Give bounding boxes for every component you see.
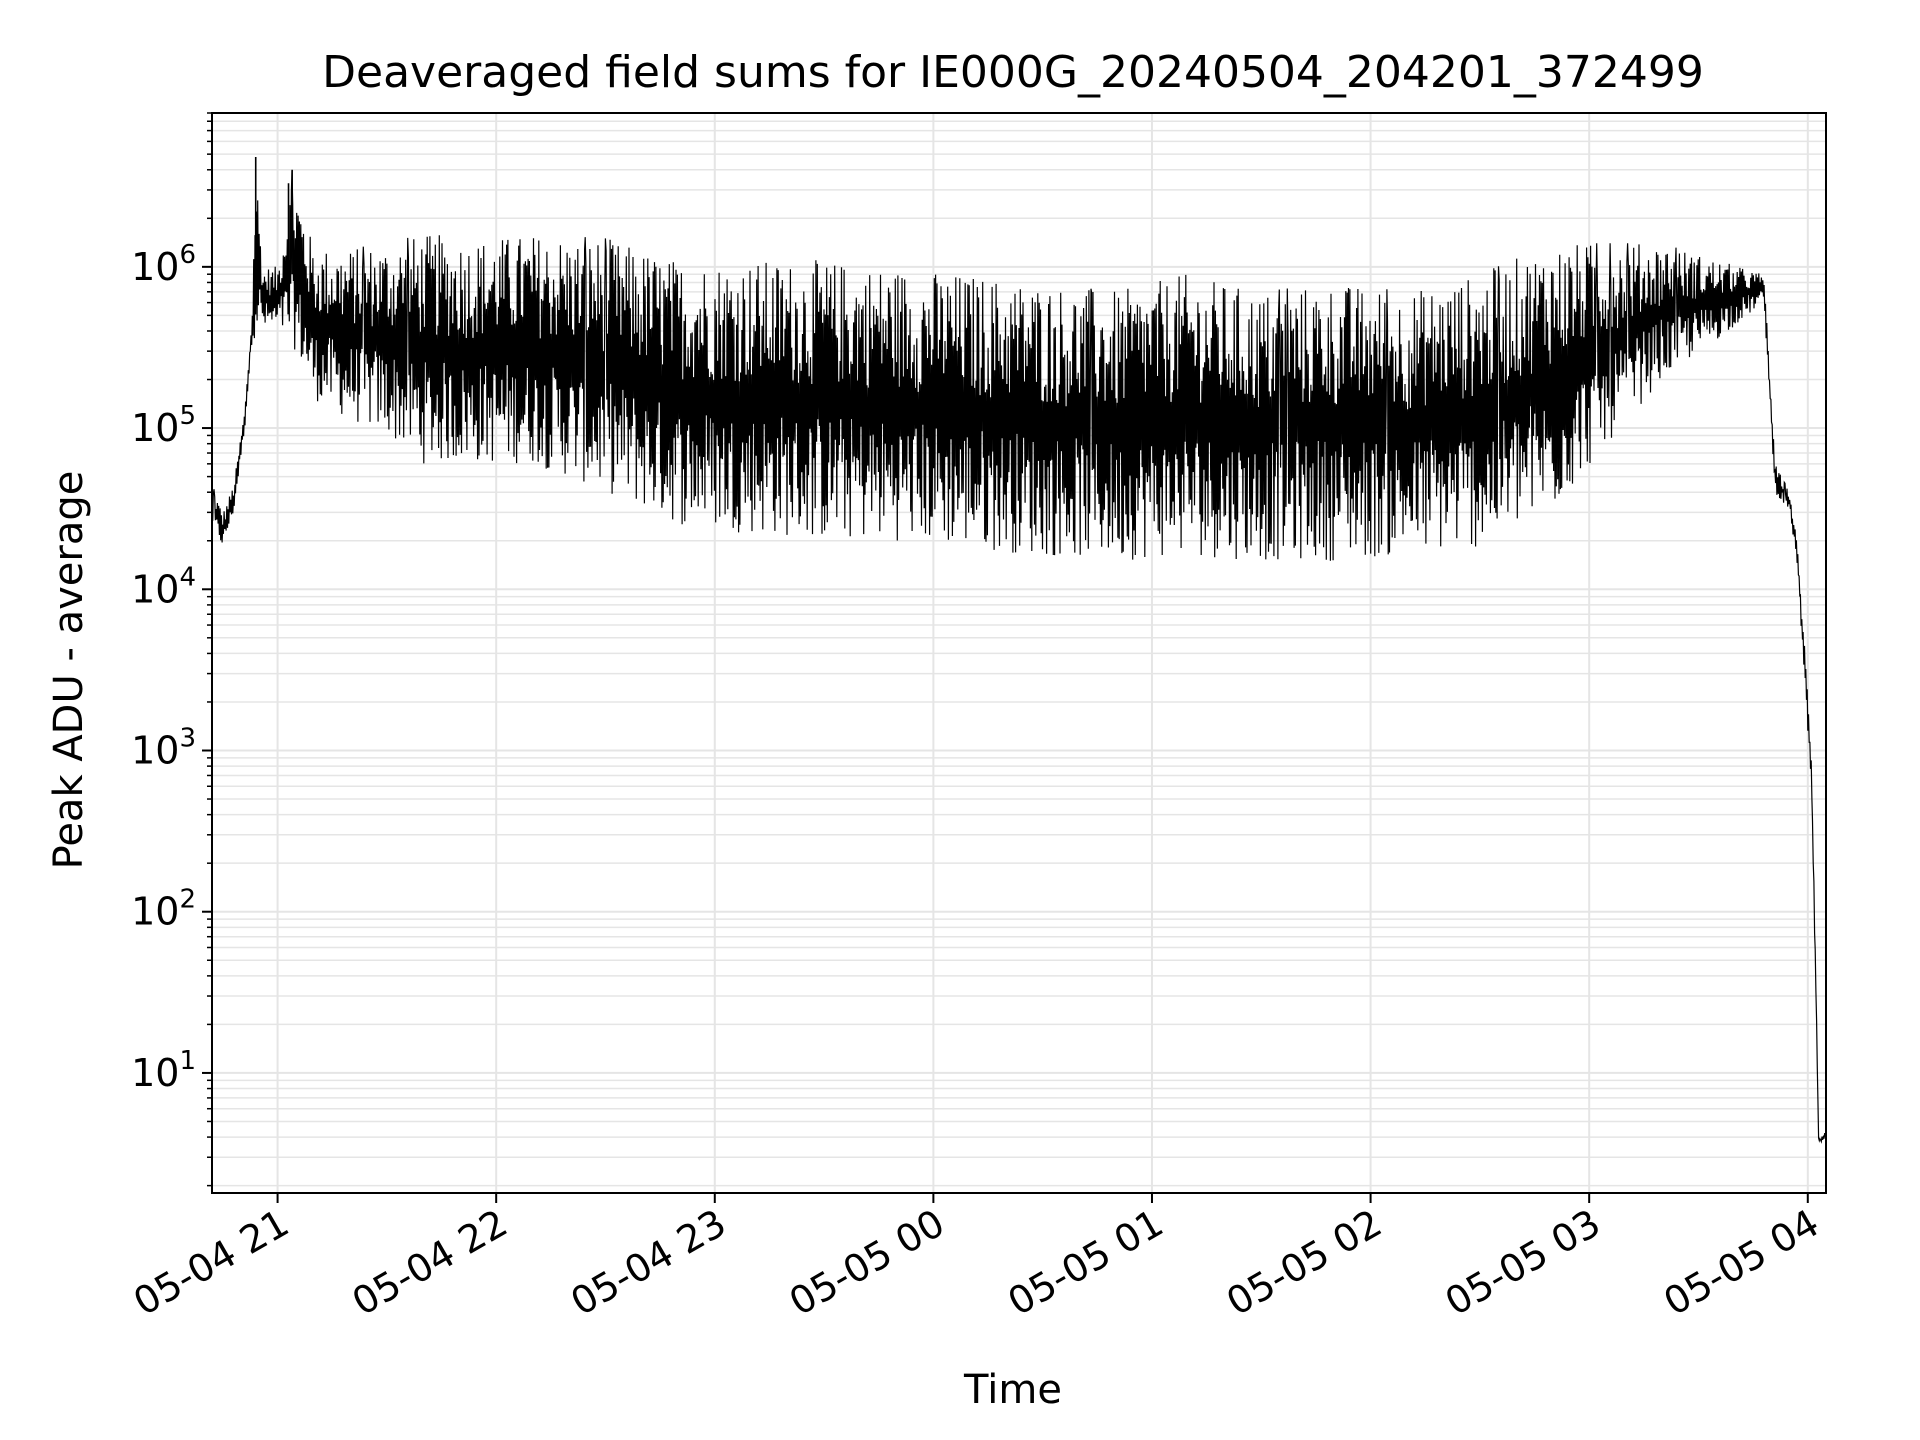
y-tick-label: 101	[131, 1046, 196, 1095]
y-tick-label: 102	[131, 885, 196, 934]
series-path	[211, 170, 1827, 1144]
y-tick-label: 105	[131, 401, 196, 450]
series-line	[211, 157, 1827, 1144]
y-tick-label: 106	[131, 240, 196, 289]
plot-frame	[211, 112, 1827, 1194]
y-tick-label: 103	[131, 723, 196, 772]
x-axis-label: Time	[963, 1367, 1062, 1413]
chart-title: Deaveraged field sums for IE000G_2024050…	[322, 47, 1704, 98]
y-axis-label: Peak ADU - average	[46, 471, 92, 870]
y-tick-label: 104	[131, 562, 196, 611]
